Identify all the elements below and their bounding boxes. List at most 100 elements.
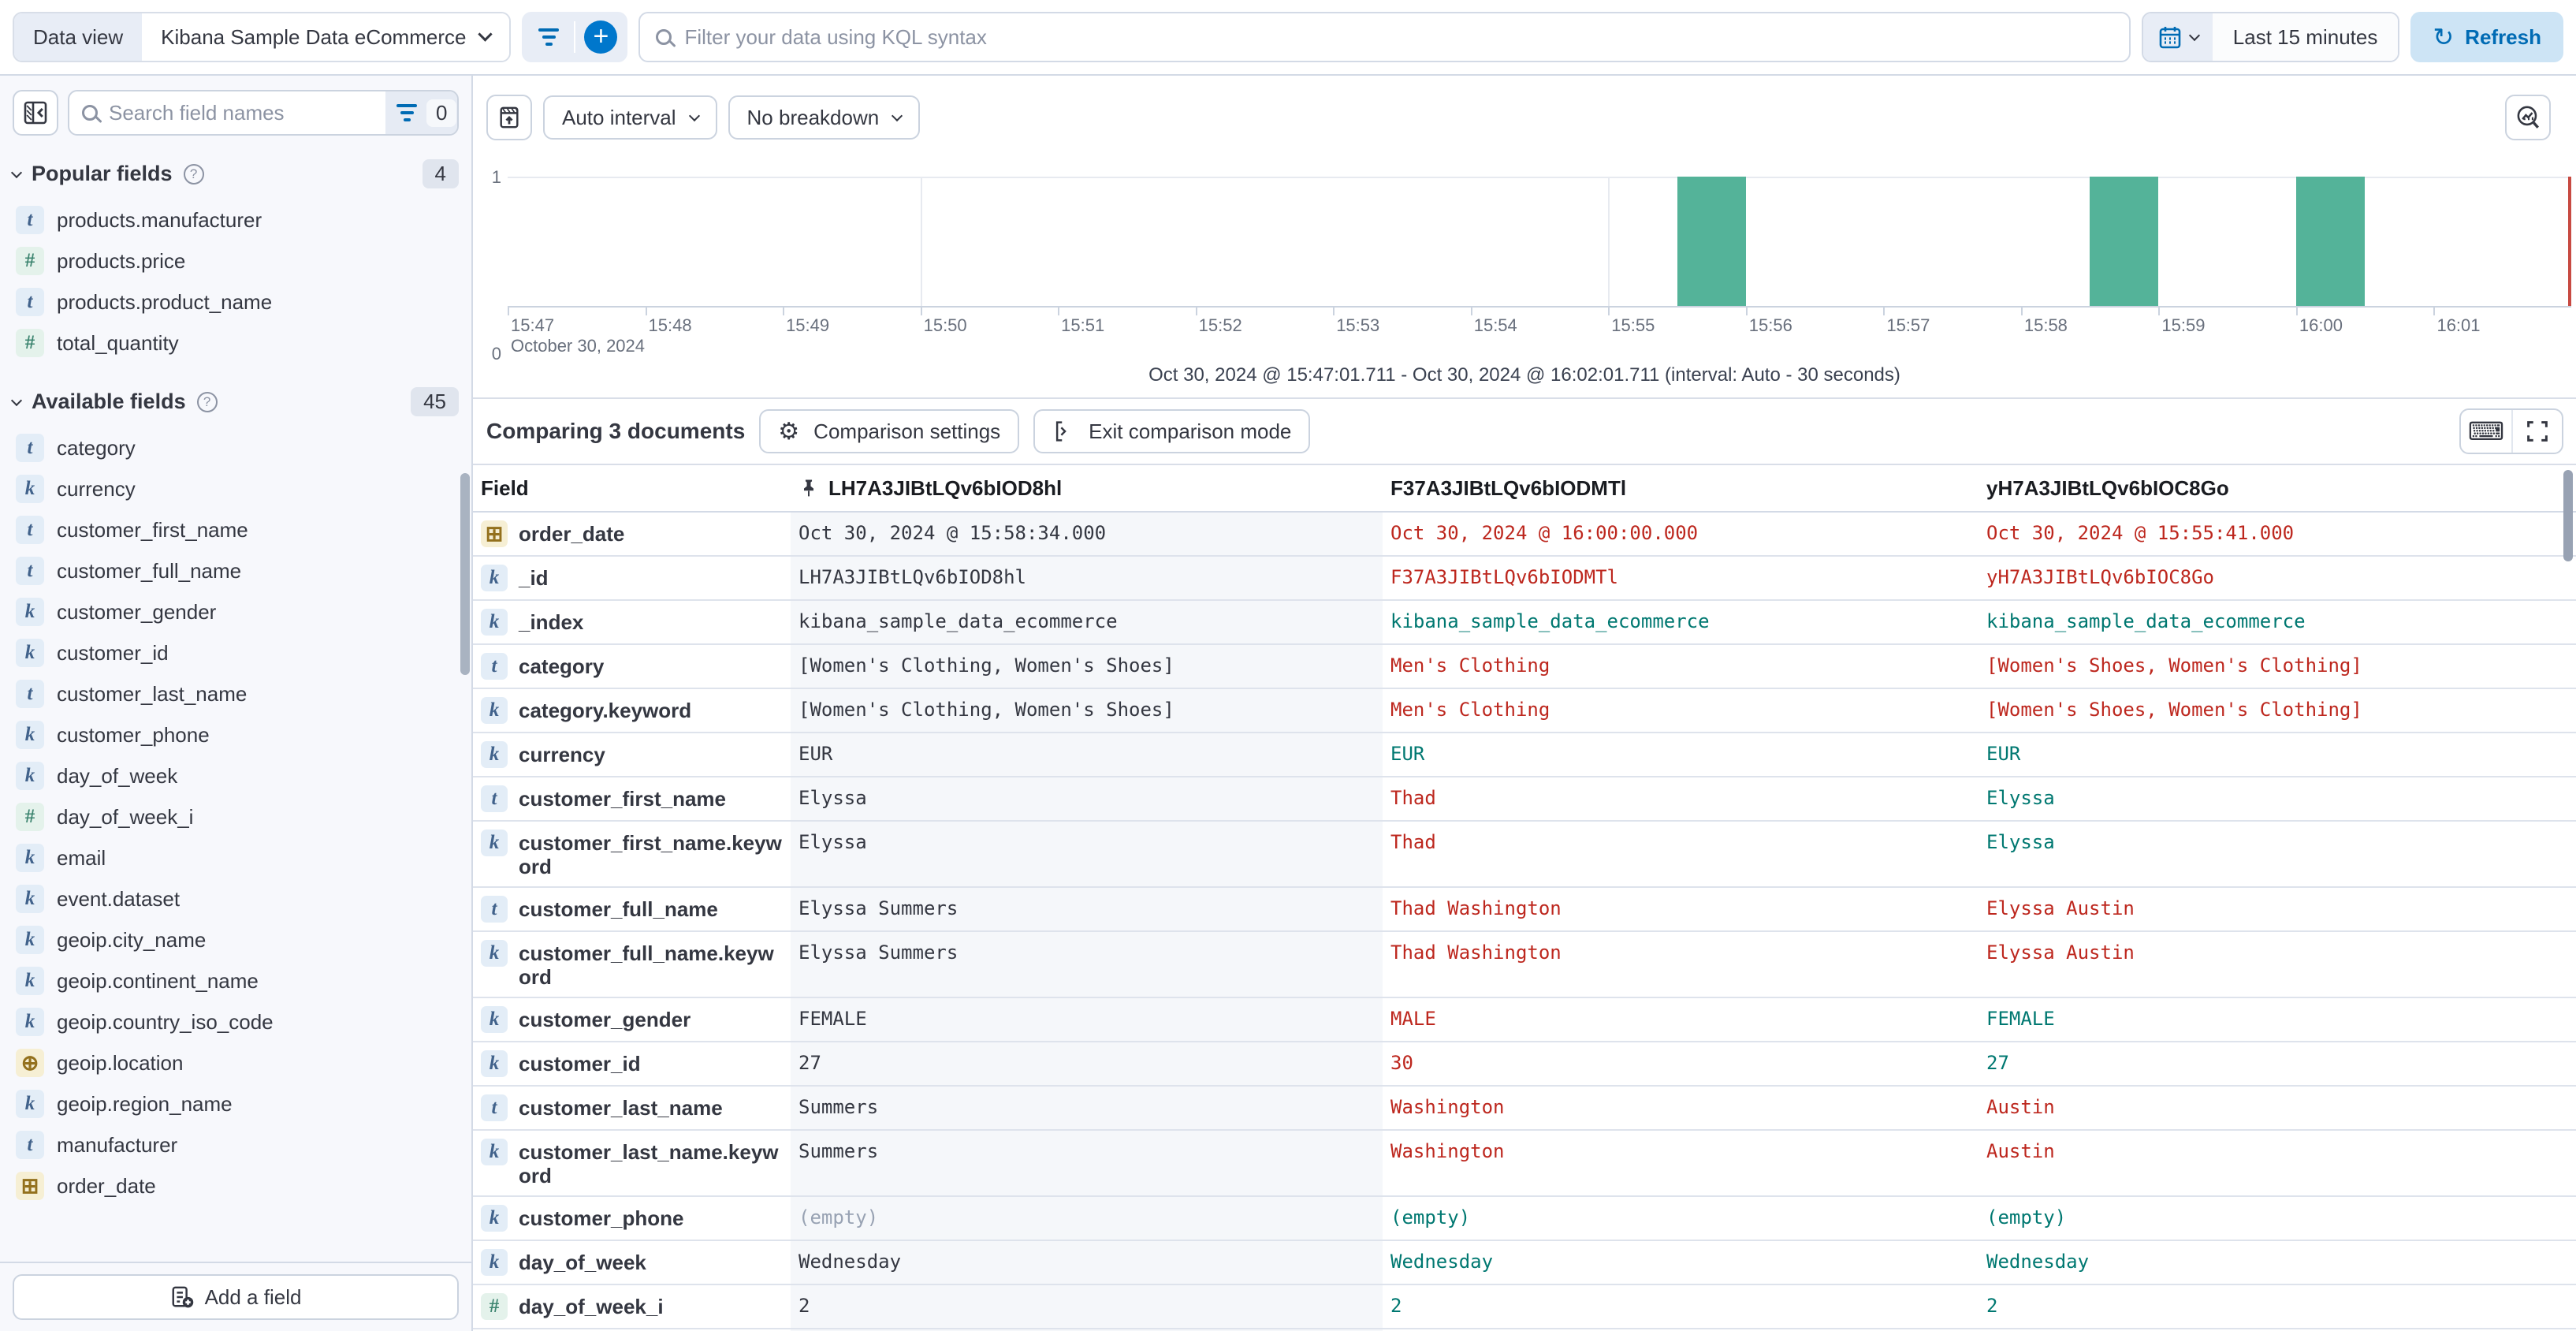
field-type-icon [481, 653, 508, 680]
sidebar-field-item[interactable]: geoip.city_name [13, 919, 459, 960]
data-view-switcher[interactable]: Data view Kibana Sample Data eCommerce [13, 12, 512, 62]
comparison-table-row: day_of_week_i 2 2 2 [473, 1285, 2576, 1329]
content-split: 0 Popular fields 4 products.manufa [0, 76, 2576, 1331]
sidebar-field-item[interactable]: products.manufacturer [13, 199, 459, 240]
sidebar-field-item[interactable]: total_quantity [13, 322, 459, 364]
x-axis-tick: 15:55 [1608, 308, 1655, 336]
field-name-cell[interactable]: day_of_week_i [473, 1285, 791, 1328]
field-name-cell[interactable]: customer_full_name [473, 888, 791, 930]
field-name-cell[interactable]: customer_last_name.keyword [473, 1131, 791, 1195]
time-range-caption: Oct 30, 2024 @ 15:47:01.711 - Oct 30, 20… [1148, 364, 1900, 386]
field-name-cell[interactable]: customer_phone [473, 1197, 791, 1240]
field-name: day_of_week [57, 763, 178, 788]
sidebar-field-item[interactable]: geoip.location [13, 1042, 459, 1083]
add-filter-button[interactable] [579, 15, 623, 59]
field-name: customer_full_name [57, 558, 242, 583]
exit-comparison-button[interactable]: Exit comparison mode [1033, 409, 1311, 453]
refresh-button[interactable]: Refresh [2410, 12, 2563, 62]
sidebar-field-item[interactable]: event.dataset [13, 878, 459, 919]
chevron-down-icon [892, 110, 903, 122]
kql-search-input[interactable] [684, 24, 2113, 50]
popular-fields-header[interactable]: Popular fields 4 [10, 159, 459, 188]
sidebar-field-item[interactable]: customer_id [13, 632, 459, 673]
sidebar-field-item[interactable]: customer_full_name [13, 550, 459, 591]
doc-column-header: yH7A3JIBtLQv6bIOC8Go [1986, 475, 2229, 500]
keyboard-shortcuts-button[interactable] [2461, 410, 2511, 453]
sidebar-field-item[interactable]: products.product_name [13, 281, 459, 322]
sidebar-field-item[interactable]: day_of_week_i [13, 796, 459, 837]
divider [574, 21, 576, 53]
time-picker-calendar-segment[interactable] [2142, 13, 2213, 61]
sidebar-field-item[interactable]: customer_gender [13, 591, 459, 632]
interval-dropdown[interactable]: Auto interval [543, 95, 717, 140]
time-picker[interactable]: Last 15 minutes [2141, 12, 2400, 62]
field-name-cell[interactable]: currency [473, 733, 791, 776]
fullscreen-button[interactable] [2511, 410, 2562, 453]
doc-column-header: F37A3JIBtLQv6bIODMTl [1390, 475, 1627, 500]
sidebar-field-item[interactable]: geoip.region_name [13, 1083, 459, 1124]
doc-value-cell: [Women's Shoes, Women's Clothing] [1986, 699, 2362, 721]
comparison-settings-button[interactable]: Comparison settings [759, 409, 1020, 453]
sidebar-field-item[interactable]: email [13, 837, 459, 878]
field-name-cell[interactable]: customer_full_name.keyword [473, 932, 791, 997]
edit-visualization-button[interactable] [2505, 95, 2551, 140]
comparison-table-row: category.keyword [Women's Clothing, Wome… [473, 689, 2576, 733]
field-name-cell[interactable]: customer_id [473, 1042, 791, 1085]
field-type-icon [481, 1249, 508, 1276]
collapse-sidebar-button[interactable] [13, 90, 58, 136]
gridline [920, 177, 922, 306]
histogram-bar[interactable] [1677, 177, 1746, 306]
popular-fields-list: products.manufacturer products.price pro… [13, 199, 459, 364]
field-name-cell[interactable]: _id [473, 557, 791, 599]
field-filter-button[interactable]: 0 [385, 91, 457, 134]
time-range-label[interactable]: Last 15 minutes [2212, 13, 2399, 61]
sidebar-field-item[interactable]: currency [13, 468, 459, 509]
field-name-cell[interactable]: order_date [473, 513, 791, 555]
add-field-button[interactable]: Add a field [13, 1274, 459, 1320]
available-fields-header[interactable]: Available fields 45 [10, 387, 459, 416]
field-search-box[interactable]: 0 [68, 90, 459, 136]
sidebar-field-item[interactable]: products.price [13, 240, 459, 281]
field-name-cell[interactable]: customer_first_name.keyword [473, 822, 791, 886]
help-icon [183, 163, 204, 185]
sidebar-field-item[interactable]: category [13, 427, 459, 468]
field-name-cell[interactable]: category.keyword [473, 689, 791, 732]
chevron-down-icon [478, 27, 493, 42]
doc-value-cell-pinned: (empty) [798, 1206, 879, 1228]
saved-filters-button[interactable] [527, 15, 571, 59]
kql-search-bar[interactable] [638, 12, 2131, 62]
field-name: total_quantity [57, 330, 179, 355]
field-type-icon [481, 520, 508, 547]
field-name-cell[interactable]: _index [473, 601, 791, 643]
field-type-icon [16, 680, 44, 708]
histogram-bar[interactable] [2090, 177, 2159, 306]
pinned-doc-column-shade [791, 513, 1383, 1331]
field-name-cell[interactable]: category [473, 645, 791, 688]
doc-value-cell-pinned: kibana_sample_data_ecommerce [798, 610, 1118, 632]
sidebar-field-item[interactable]: day_of_week [13, 755, 459, 796]
field-name-cell[interactable]: customer_first_name [473, 777, 791, 820]
hide-chart-button[interactable] [486, 95, 532, 140]
histogram-bar[interactable] [2295, 177, 2366, 306]
field-name: customer_first_name [57, 517, 248, 542]
sidebar-field-item[interactable]: customer_last_name [13, 673, 459, 714]
sidebar-scrollbar-thumb[interactable] [460, 473, 470, 675]
gridline [1608, 177, 1610, 306]
table-scrollbar-thumb[interactable] [2563, 470, 2573, 561]
sidebar-field-item[interactable]: manufacturer [13, 1124, 459, 1165]
x-axis-tick: 15:54 [1470, 308, 1517, 336]
field-type-icon [16, 1172, 44, 1200]
breakdown-dropdown[interactable]: No breakdown [728, 95, 921, 140]
field-search-input[interactable] [109, 100, 373, 125]
sidebar-field-item[interactable]: customer_phone [13, 714, 459, 755]
sidebar-field-item[interactable]: geoip.continent_name [13, 960, 459, 1001]
sidebar-field-item[interactable]: geoip.country_iso_code [13, 1001, 459, 1042]
sidebar-field-item[interactable]: customer_first_name [13, 509, 459, 550]
sidebar-field-item[interactable]: order_date [13, 1165, 459, 1206]
doc-value-cell-pinned: Oct 30, 2024 @ 15:58:34.000 [798, 522, 1107, 544]
field-name-cell[interactable]: day_of_week [473, 1241, 791, 1284]
field-name-cell[interactable]: customer_gender [473, 998, 791, 1041]
comparison-table-row: category [Women's Clothing, Women's Shoe… [473, 645, 2576, 689]
field-name-cell[interactable]: customer_last_name [473, 1087, 791, 1129]
